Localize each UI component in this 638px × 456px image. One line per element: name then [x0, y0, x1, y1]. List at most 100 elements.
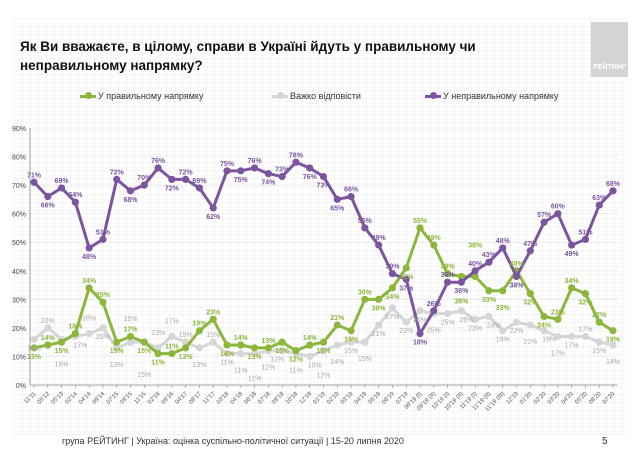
data-point [540, 327, 548, 335]
data-label: 60% [551, 204, 566, 211]
data-label: 57% [537, 212, 552, 219]
data-point [264, 170, 272, 178]
logo-text: РЕЙТИНГ [593, 64, 626, 71]
y-tick-label: 0% [16, 383, 26, 390]
data-label: 34% [565, 278, 580, 285]
legend-label: У неправильному напрямку [443, 91, 559, 101]
data-point [595, 201, 603, 209]
data-point [581, 290, 590, 298]
data-label: 43% [482, 252, 497, 259]
data-point [568, 241, 576, 249]
data-label: 21% [523, 339, 537, 346]
data-point [568, 284, 576, 292]
data-point [250, 344, 259, 352]
x-tick-label: 02'14 [64, 391, 79, 406]
data-label: 33% [482, 297, 497, 304]
data-label: 63% [592, 195, 607, 202]
data-point [457, 272, 465, 281]
legend-label: У правильному напрямку [98, 91, 204, 101]
data-point [237, 341, 245, 349]
data-point [499, 327, 507, 335]
page-number: 5 [602, 436, 608, 447]
data-label: 64% [68, 192, 83, 199]
y-tick-label: 70% [12, 183, 26, 190]
data-label: 25% [427, 328, 441, 335]
data-label: 13% [192, 362, 206, 369]
data-point [457, 278, 465, 286]
data-point [250, 164, 259, 172]
data-point [182, 344, 190, 352]
data-point [319, 338, 328, 346]
data-label: 40% [468, 261, 483, 268]
data-label: 19% [192, 321, 207, 328]
data-label: 15% [123, 316, 137, 323]
data-point [168, 332, 176, 341]
data-label: 62% [206, 214, 221, 221]
data-label: 75% [234, 177, 249, 184]
data-label: 36% [441, 272, 456, 279]
data-label: 72% [165, 185, 180, 192]
data-label: 26% [427, 301, 442, 308]
data-label: 65% [330, 205, 345, 212]
data-label: 11% [220, 360, 234, 367]
data-label: 76% [303, 174, 318, 181]
data-point [113, 338, 121, 346]
data-point [195, 344, 204, 352]
y-tick-label: 90% [12, 126, 26, 133]
data-point [168, 349, 176, 358]
legend-swatch [80, 92, 96, 99]
data-label: 14% [220, 351, 235, 358]
data-label: 36% [454, 288, 469, 295]
data-point [209, 204, 217, 212]
data-point [306, 352, 314, 361]
data-point [30, 178, 38, 186]
data-label: 38% [454, 298, 469, 305]
data-label: 32% [523, 300, 538, 307]
data-label: 69% [192, 178, 207, 185]
data-label: 10% [308, 362, 322, 369]
x-tick-label: 11'17 [202, 391, 217, 406]
data-label: 11% [151, 360, 165, 367]
data-point [388, 270, 397, 278]
data-point [554, 332, 562, 341]
data-label: 18% [82, 316, 96, 323]
data-point [237, 349, 245, 358]
data-label: 12% [289, 357, 304, 364]
data-label: 14% [234, 335, 249, 342]
data-point [292, 158, 300, 166]
y-tick-label: 30% [12, 297, 26, 304]
data-label: 11% [289, 368, 303, 375]
data-point [319, 172, 328, 181]
x-tick-label: 03'18 [216, 391, 231, 406]
data-point [609, 327, 617, 335]
x-tick-label: 11'11 [24, 391, 38, 405]
data-label: 15% [137, 372, 151, 379]
data-label: 69% [55, 178, 70, 185]
legend-item-right-direction: У правильному напрямку [80, 91, 203, 101]
data-point [154, 349, 162, 358]
data-label: 13% [151, 330, 165, 337]
data-point [154, 344, 162, 352]
data-label: 18% [413, 340, 428, 347]
data-point [154, 164, 162, 172]
data-point [581, 332, 590, 341]
data-point [595, 318, 603, 326]
data-point [361, 224, 369, 232]
x-tick-label: 05'20 [574, 391, 589, 406]
data-label: 14% [303, 335, 318, 342]
data-label: 24% [537, 322, 552, 329]
data-point [333, 321, 341, 329]
data-point [595, 338, 603, 346]
data-label: 15% [55, 348, 70, 355]
data-label: 26% [459, 317, 473, 324]
data-label: 19% [344, 337, 359, 344]
data-point [485, 287, 493, 295]
data-point [306, 164, 314, 172]
data-point [209, 338, 217, 346]
data-point [499, 287, 507, 295]
data-point [140, 338, 148, 346]
data-label: 14% [330, 359, 344, 366]
x-tick-label: 07'18 [257, 391, 272, 406]
data-point [347, 192, 355, 201]
data-point [30, 344, 38, 352]
